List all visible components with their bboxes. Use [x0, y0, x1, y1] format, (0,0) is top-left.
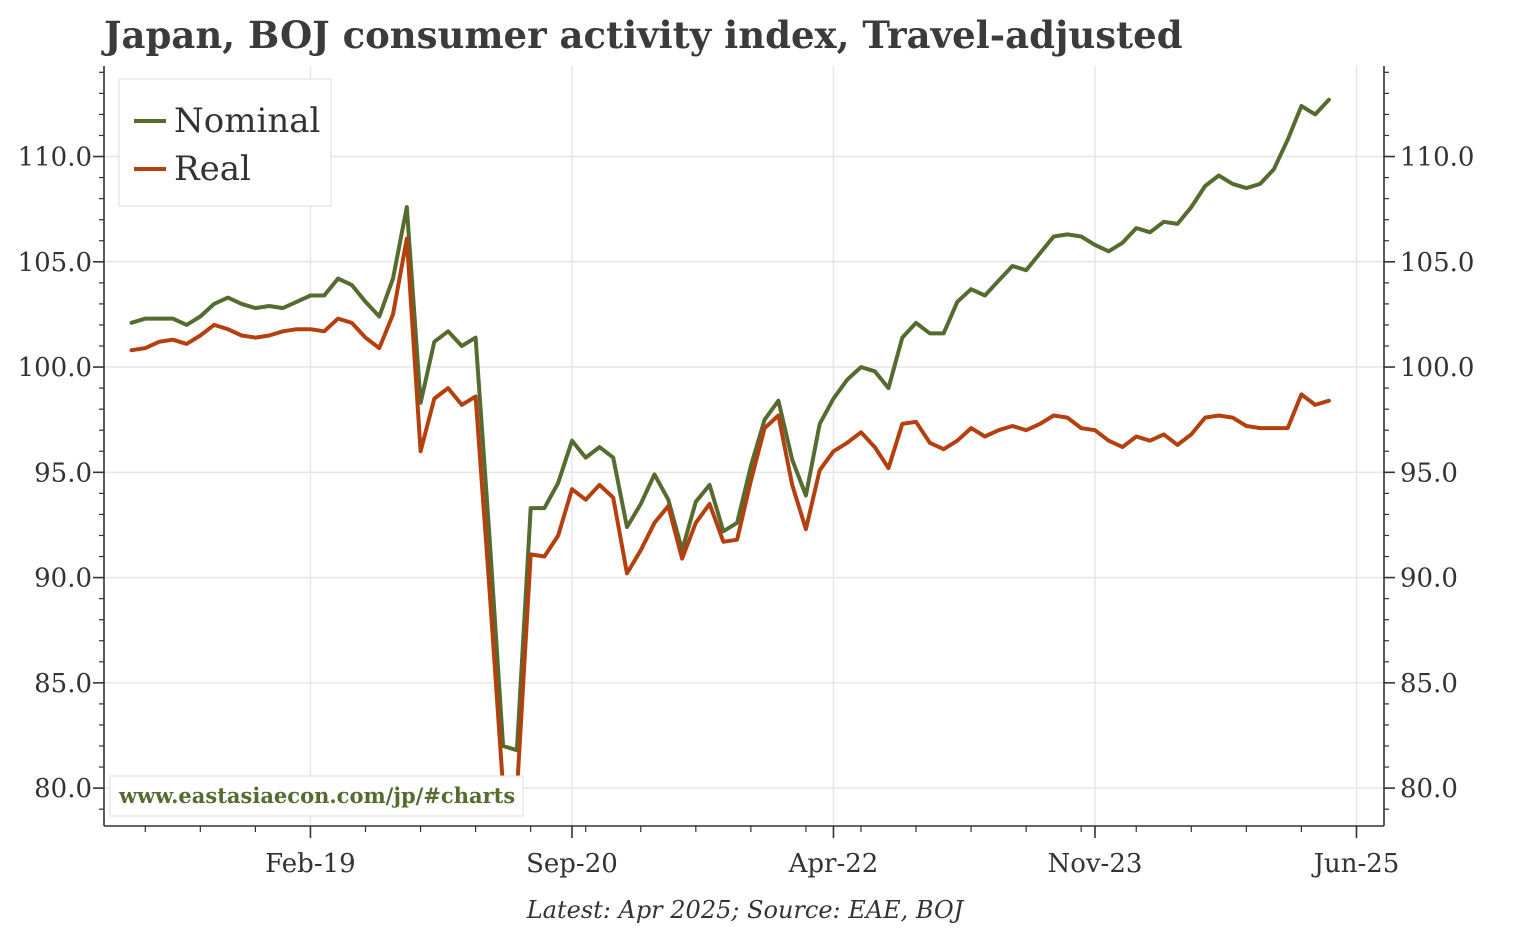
watermark-box [109, 775, 524, 817]
watermark-url: www.eastasiaecon.com/jp/#charts [118, 783, 515, 808]
legend-label-real: Real [174, 149, 251, 189]
y-tick-label-right: 95.0 [1400, 458, 1458, 488]
source-note: Latest: Apr 2025; Source: EAE, BOJ [526, 896, 965, 924]
x-tick-label: Apr-22 [788, 849, 879, 879]
y-tick-label-right: 85.0 [1400, 669, 1458, 699]
legend-label-nominal: Nominal [174, 101, 320, 141]
watermark-layer: www.eastasiaecon.com/jp/#charts [109, 775, 524, 817]
y-tick-label-left: 85.0 [34, 669, 92, 699]
y-tick-label-left: 80.0 [34, 774, 92, 804]
series-layer [129, 97, 1331, 795]
y-tick-label-right: 100.0 [1400, 353, 1474, 383]
legend-box [118, 78, 332, 207]
y-tick-label-right: 90.0 [1400, 564, 1458, 594]
y-tick-label-left: 95.0 [34, 458, 92, 488]
y-tick-label-right: 105.0 [1400, 248, 1474, 278]
x-tick-label: Jun-25 [1311, 849, 1400, 879]
chart-title: Japan, BOJ consumer activity index, Trav… [101, 13, 1183, 57]
series-line-nominal [129, 97, 1331, 753]
y-tick-label-right: 110.0 [1400, 143, 1474, 173]
y-tick-label-left: 110.0 [18, 143, 92, 173]
y-tick-label-left: 100.0 [18, 353, 92, 383]
y-tick-label-left: 90.0 [34, 564, 92, 594]
x-tick-label: Feb-19 [265, 849, 356, 879]
y-tick-label-left: 105.0 [18, 248, 92, 278]
y-tick-label-right: 80.0 [1400, 774, 1458, 804]
axes-layer: 80.0 80.0 85.0 85.0 90.0 90.0 95.0 95.0 100.0 100… [18, 66, 1474, 879]
x-tick-label: Sep-20 [526, 849, 618, 879]
series-line-real [129, 236, 1331, 795]
x-tick-label: Nov-23 [1047, 849, 1142, 879]
legend-layer: Nominal Real [118, 78, 332, 207]
